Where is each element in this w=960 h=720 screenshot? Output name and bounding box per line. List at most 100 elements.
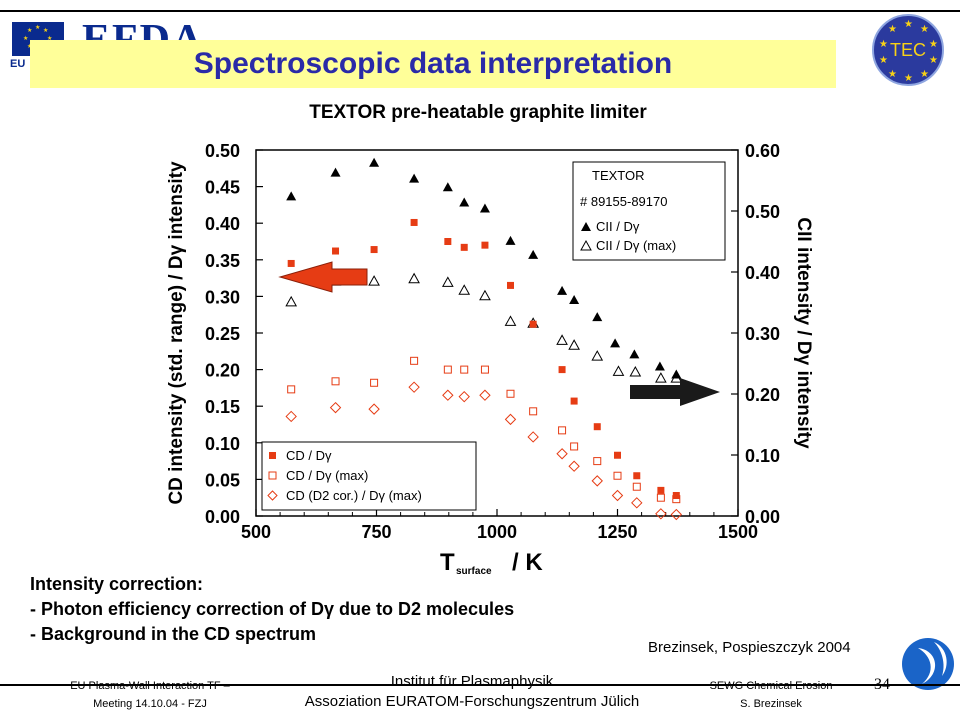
data-point-series-3 [593, 423, 601, 431]
eu-label: EU [10, 58, 26, 70]
y-left-tick-label: 0.10 [205, 434, 240, 454]
data-point-series-3 [287, 259, 295, 267]
data-point-series-2 [458, 284, 471, 295]
y-left-tick-label: 0.25 [205, 324, 240, 344]
legend-filled-triangle-marker [581, 222, 591, 231]
footer-right-line-1: SEWG Chemical Erosion [709, 680, 833, 692]
x-tick-label: 500 [241, 522, 271, 542]
footer-right: SEWG Chemical Erosion S. Brezinsek [676, 677, 866, 713]
y-left-tick-label: 0.40 [205, 214, 240, 234]
notes-item-2: - Background in the CD spectrum [30, 624, 317, 644]
data-point-series-4 [443, 365, 452, 374]
y-left-tick-label: 0.00 [205, 507, 240, 527]
data-point-series-3 [332, 247, 340, 255]
data-point-series-3 [370, 246, 378, 254]
data-point-series-2 [368, 275, 380, 286]
data-point-series-2 [655, 372, 667, 383]
data-point-series-5 [442, 389, 454, 401]
data-point-series-4 [593, 457, 602, 466]
data-point-series-5 [458, 390, 470, 403]
legend-open-triangle-marker [580, 239, 592, 251]
legend-right: TEXTOR # 89155-89170 CII / Dγ CII / Dγ (… [572, 161, 726, 261]
y-right-tick-label: 0.10 [745, 446, 780, 466]
data-point-series-2 [670, 372, 683, 383]
data-point-series-4 [370, 378, 379, 387]
data-point-series-4 [287, 385, 296, 394]
data-point-series-4 [672, 495, 681, 504]
data-point-series-1 [557, 285, 568, 295]
data-point-series-5 [631, 497, 643, 509]
x-tick-label: 1000 [477, 522, 517, 542]
data-point-series-1 [569, 295, 580, 305]
x-tick-label: 1500 [718, 522, 758, 542]
data-point-series-4 [331, 377, 340, 386]
data-point-series-4 [506, 389, 515, 398]
footer-center-line-1: Institut für Plasmaphysik [390, 673, 554, 690]
bottom-rule [0, 684, 960, 686]
notes-block: Intensity correction: - Photon efficienc… [30, 572, 514, 647]
legend-filled-square-marker [269, 452, 276, 459]
data-point-series-1 [654, 361, 665, 371]
y-left-tick-label: 0.30 [205, 287, 240, 307]
footer-center-line-2: Assoziation EURATOM-Forschungszentrum Jü… [304, 693, 640, 710]
left-axis-arrow [278, 261, 368, 293]
data-point-series-5 [285, 410, 297, 423]
tec-logo: ★ ★ ★ ★ ★ ★ ★ ★ ★ ★ TEC [872, 14, 944, 86]
footer-left-line-2: Meeting 14.10.04 - FZJ [93, 698, 207, 710]
y-right-tick-label: 0.50 [745, 202, 780, 222]
tec-label: TEC [890, 40, 926, 60]
data-point-series-2 [568, 339, 580, 350]
data-point-series-3 [614, 451, 621, 459]
y-right-tick-label: 0.40 [745, 263, 780, 283]
data-point-series-5 [527, 431, 539, 443]
legend-right-line-2: # 89155-89170 [580, 194, 667, 209]
slide-number: 34 [874, 676, 890, 693]
fzj-logo-swoosh [918, 648, 936, 684]
scatter-chart: 0.00 0.05 0.10 0.15 0.20 0.25 0.30 0.35 0.40 0.45… [166, 141, 814, 575]
data-point-series-4 [529, 407, 538, 416]
y-axis-right-label: CII intensity / Dγ intensity [793, 217, 814, 449]
data-point-series-3 [657, 486, 665, 494]
data-point-series-3 [570, 397, 578, 405]
notes-item-1: - Photon efficiency correction of Dγ due… [30, 599, 515, 619]
x-tick-label: 1250 [597, 522, 637, 542]
y-left-tick-label: 0.15 [205, 397, 240, 417]
legend-left-entry-3: CD (D2 cor.) / Dγ (max) [286, 488, 422, 503]
data-point-series-1 [479, 203, 490, 213]
footer-center: Institut für Plasmaphysik Assoziation EU… [282, 672, 662, 712]
data-point-series-2 [504, 315, 517, 326]
data-point-series-1 [505, 235, 516, 245]
data-point-series-5 [408, 381, 420, 393]
y-left-tick-label: 0.45 [205, 178, 240, 198]
legend-right-entry-1: CII / Dγ [596, 219, 640, 234]
data-point-series-2 [441, 276, 454, 287]
y-left-tick-label: 0.05 [205, 470, 240, 490]
data-point-series-5 [568, 460, 580, 472]
data-point-series-5 [504, 413, 517, 426]
data-point-series-2 [285, 295, 298, 307]
y-left-tick-label: 0.20 [205, 361, 240, 381]
data-point-series-5 [479, 389, 491, 401]
legend-open-diamond-marker [267, 490, 278, 501]
data-point-series-2 [591, 350, 604, 361]
legend-right-entry-2: CII / Dγ (max) [596, 238, 676, 253]
data-point-series-2 [408, 272, 420, 284]
data-point-series-3 [410, 218, 418, 226]
top-rule [0, 10, 960, 12]
footer-right-line-2: S. Brezinsek [740, 698, 802, 710]
data-point-series-5 [556, 448, 568, 460]
x-tick-label: 750 [361, 522, 391, 542]
legend-left: CD / Dγ CD / Dγ (max) CD (D2 cor.) / Dγ … [261, 441, 477, 511]
legend-left-box [261, 441, 477, 511]
legend-right-box [572, 161, 726, 261]
notes-heading: Intensity correction: [30, 574, 204, 594]
data-point-series-3 [444, 238, 452, 245]
data-point-series-4 [632, 482, 641, 491]
data-point-series-3 [633, 472, 641, 480]
data-point-series-4 [656, 493, 665, 502]
data-point-series-1 [442, 182, 453, 192]
data-point-series-1 [629, 349, 640, 359]
data-point-series-1 [330, 167, 341, 177]
slide-title: Spectroscopic data interpretation [193, 47, 673, 80]
fzj-logo [902, 638, 954, 690]
